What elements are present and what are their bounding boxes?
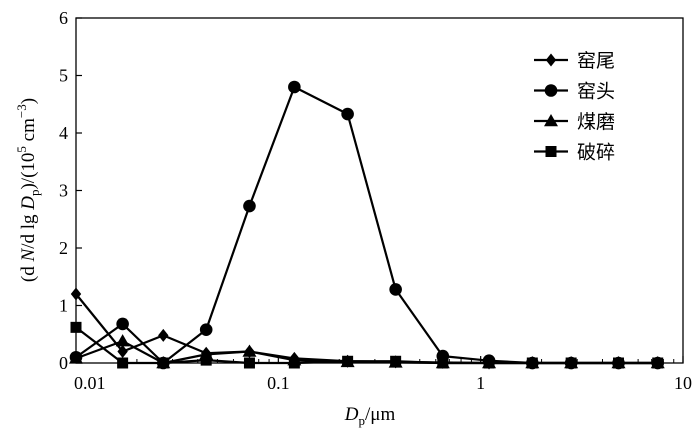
data-point — [117, 345, 128, 358]
legend-label: 窑尾 — [577, 50, 615, 72]
data-point — [200, 354, 212, 366]
data-point — [158, 328, 169, 342]
data-point — [652, 357, 664, 369]
x-tick-label: 0.1 — [267, 373, 290, 393]
series-lines — [75, 85, 658, 365]
legend-label: 窑头 — [577, 81, 615, 103]
y-tick-label: 0 — [59, 353, 68, 373]
data-point — [288, 80, 301, 94]
data-point — [565, 357, 577, 369]
data-point — [483, 357, 495, 369]
legend-label: 破碎 — [577, 142, 615, 164]
data-point — [342, 355, 354, 367]
data-point — [117, 357, 129, 369]
data-point — [199, 323, 213, 336]
data-point — [116, 317, 129, 331]
data-point — [242, 344, 257, 357]
data-point — [389, 283, 402, 296]
x-axis-title: Dp/μm — [344, 404, 396, 428]
data-point — [613, 357, 625, 369]
y-tick-label: 1 — [59, 296, 68, 316]
legend-marker — [545, 146, 557, 157]
y-tick-label: 5 — [59, 66, 68, 86]
data-point — [437, 357, 449, 369]
data-point — [70, 287, 82, 301]
series-line — [75, 293, 658, 365]
y-tick-label: 2 — [59, 238, 68, 258]
data-point — [243, 199, 256, 213]
legend-marker — [544, 84, 558, 97]
x-tick-label: 10 — [674, 373, 692, 393]
x-tick-label: 0.01 — [74, 373, 106, 393]
data-point — [69, 351, 83, 364]
y-axis-title: (d N/d lg Dp)/(105 cm−3) — [14, 98, 42, 282]
data-point — [341, 107, 354, 121]
data-point — [243, 357, 255, 369]
series-line — [75, 326, 658, 365]
data-point — [70, 321, 82, 333]
legend-label: 煤磨 — [577, 111, 615, 133]
data-point — [390, 355, 402, 367]
series-markers — [69, 80, 665, 370]
legend-marker — [545, 53, 557, 67]
data-point — [526, 357, 538, 369]
legend-marker — [544, 114, 558, 127]
data-point — [288, 357, 300, 369]
data-point — [115, 334, 130, 347]
y-tick-label: 4 — [59, 123, 68, 143]
y-tick-label: 3 — [59, 181, 68, 201]
y-tick-label: 6 — [59, 8, 68, 28]
data-point — [157, 357, 169, 369]
x-tick-label: 1 — [476, 373, 485, 393]
series-line — [75, 85, 658, 365]
